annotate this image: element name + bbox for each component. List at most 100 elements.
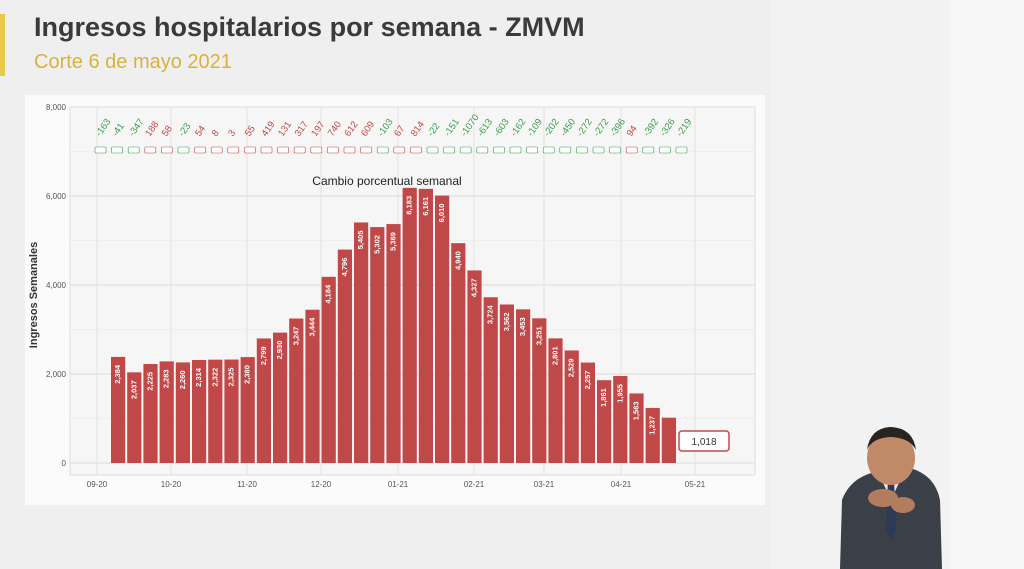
weekly-change-pill (94, 146, 107, 154)
bar-chart: 0 2,000 4,000 6,000 8,000 Ingresos Semanales 0… (28, 103, 756, 489)
bar (159, 361, 174, 463)
x-tick-label: 05-21 (685, 480, 706, 489)
bar-value-label: 1,861 (599, 388, 608, 407)
bar-value-label: 3,247 (291, 327, 300, 346)
bar-value-label: 2,037 (129, 380, 138, 399)
bar (143, 363, 158, 463)
bar-value-label: 1,237 (648, 416, 657, 435)
bar (370, 227, 385, 463)
bar (467, 270, 482, 463)
bar (418, 188, 433, 463)
bar-value-label: 5,369 (388, 232, 397, 251)
bar (240, 357, 255, 463)
weekly-change-pill (194, 146, 206, 154)
bar (580, 362, 595, 463)
bar (337, 249, 352, 463)
weekly-change-pill (327, 146, 339, 154)
bar-value-label: 2,257 (583, 371, 592, 390)
weekly-change-pill (542, 146, 555, 154)
weekly-change-pill (476, 146, 489, 154)
bar (402, 187, 417, 463)
bar-value-label: 1,563 (631, 401, 640, 420)
bar (661, 417, 676, 463)
weekly-change-pill (592, 146, 605, 154)
weekly-change-pill (360, 146, 372, 154)
bar-value-label: 4,796 (340, 258, 349, 277)
y-tick-label: 4,000 (46, 281, 67, 290)
bar (629, 393, 644, 463)
y-axis-label: Ingresos Semanales (28, 242, 40, 348)
last-value-callout-box (678, 430, 730, 452)
weekly-change-pill (459, 146, 472, 154)
bar (305, 309, 320, 463)
bar-value-label: 5,302 (372, 235, 381, 254)
x-tick-label: 03-21 (534, 480, 555, 489)
weekly-change-pill (260, 146, 273, 154)
bar-value-label: 2,260 (178, 370, 187, 389)
y-tick-label: 6,000 (46, 192, 67, 201)
bar (289, 318, 304, 463)
accent-bar (0, 14, 5, 76)
weekly-change-pill (625, 146, 638, 154)
bar-value-label: 3,562 (502, 312, 511, 331)
x-tick-label: 04-21 (611, 480, 632, 489)
weekly-change-pill (177, 146, 190, 154)
weekly-change-pill (559, 146, 572, 154)
bar-value-label: 4,327 (469, 278, 478, 297)
bar (354, 222, 369, 463)
weekly-change-pill (111, 146, 123, 154)
x-tick-label: 01-21 (388, 480, 409, 489)
bar-value-label: 2,322 (210, 368, 219, 387)
x-tick-label: 12-20 (311, 480, 332, 489)
bar (224, 359, 239, 463)
bar (256, 338, 271, 463)
weekly-change-pill (144, 146, 157, 154)
weekly-change-label: 94 (625, 124, 640, 139)
weekly-change-pill (609, 146, 621, 154)
bar (175, 362, 190, 463)
bar (111, 356, 126, 463)
bar-value-label: 2,930 (275, 341, 284, 360)
bar-value-label: 3,444 (307, 317, 316, 337)
y-tick-label: 2,000 (46, 370, 67, 379)
bar (192, 360, 207, 463)
weekly-change-pill (376, 146, 389, 154)
weekly-change-pill (675, 146, 688, 154)
bar (516, 309, 531, 463)
weekly-change-pill (227, 146, 240, 154)
weekly-change-label: 3 (226, 128, 238, 139)
bar-value-label: 2,529 (567, 358, 576, 377)
weekly-change-pill (410, 146, 422, 154)
bar-value-label: 6,183 (405, 196, 414, 215)
sign-language-interpreter (770, 0, 1024, 569)
page-subtitle: Corte 6 de mayo 2021 (34, 51, 232, 73)
weekly-change-pill (161, 146, 173, 154)
bar-value-label: 6,161 (421, 197, 430, 216)
bar-value-label: 2,325 (226, 368, 235, 387)
x-tick-label: 09-20 (87, 480, 108, 489)
bar-value-label: 2,314 (194, 367, 203, 387)
bar (435, 195, 450, 463)
bar (613, 376, 628, 463)
weekly-change-pill (277, 146, 289, 154)
bar-value-label: 2,283 (162, 369, 171, 388)
bar (483, 297, 498, 463)
weekly-change-label: 58 (160, 124, 175, 139)
weekly-change-pill (127, 146, 140, 154)
bar-value-label: 1,955 (615, 384, 624, 403)
bar-value-label: 3,453 (518, 317, 527, 336)
y-tick-label: 0 (62, 459, 67, 468)
bar-value-label: 2,384 (113, 364, 122, 384)
weekly-change-pill (310, 146, 323, 154)
bar-value-label: 3,251 (534, 326, 543, 345)
x-tick-label: 10-20 (161, 480, 182, 489)
weekly-change-pill (642, 146, 655, 154)
weekly-change-pill (576, 146, 588, 154)
x-tick-label: 11-20 (237, 480, 257, 489)
x-tick-label: 02-21 (464, 480, 485, 489)
bar-value-label: 6,010 (437, 204, 446, 223)
weekly-change-pill (343, 146, 356, 154)
last-value-callout: 1,018 (691, 437, 716, 448)
bar-value-label: 2,380 (243, 365, 252, 384)
bar (273, 332, 288, 463)
